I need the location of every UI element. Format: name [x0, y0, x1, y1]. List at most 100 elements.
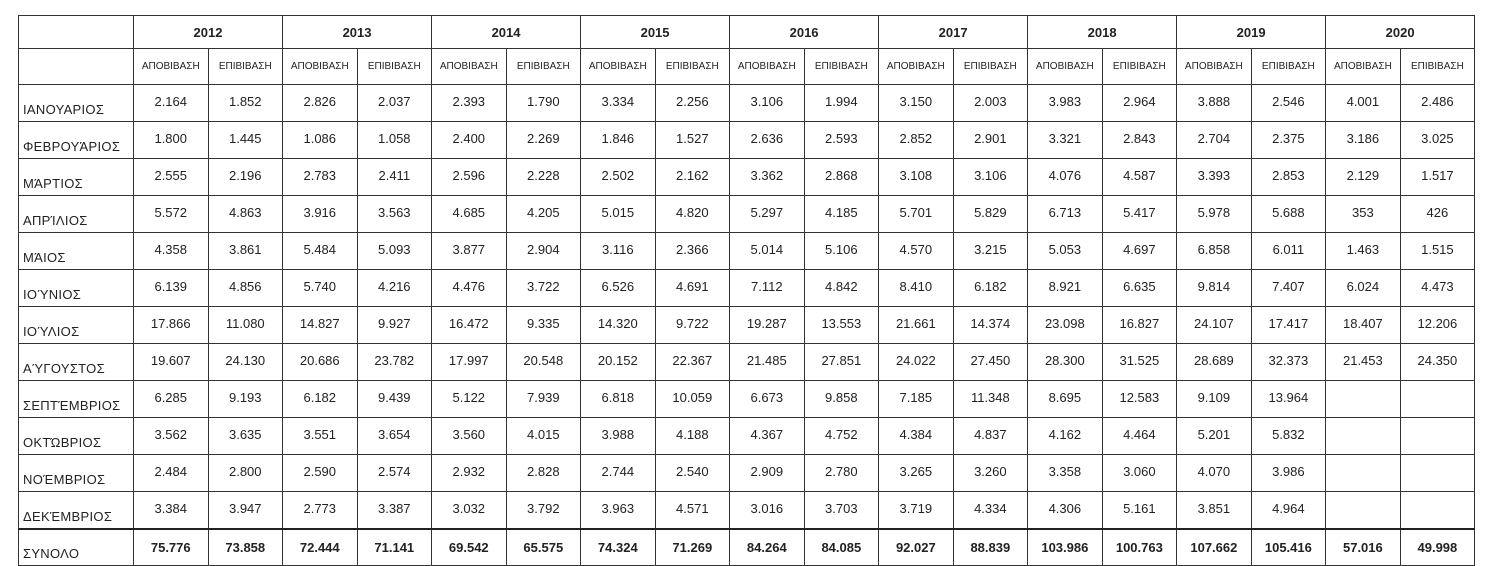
value-cell: 2.411	[356, 158, 433, 196]
column-header: ΕΠΙΒΙΒΑΣΗ	[952, 48, 1029, 85]
year-header: 2016	[729, 15, 880, 49]
value-cell: 71.141	[356, 528, 433, 566]
value-cell: 17.997	[431, 343, 507, 381]
value-cell: 8.695	[1027, 380, 1103, 418]
row-label: ΜΆΡΤΙΟΣ	[18, 158, 134, 196]
value-cell: 20.686	[282, 343, 358, 381]
corner-cell	[18, 48, 134, 85]
value-cell: 5.015	[580, 195, 656, 233]
value-cell: 353	[1325, 195, 1401, 233]
value-cell: 20.152	[580, 343, 656, 381]
value-cell: 21.661	[878, 306, 954, 344]
value-cell: 2.003	[952, 84, 1029, 122]
value-cell: 3.025	[1399, 121, 1476, 159]
empty-cell	[1399, 491, 1476, 530]
value-cell: 84.085	[803, 528, 880, 566]
value-cell: 3.150	[878, 84, 954, 122]
value-cell: 5.978	[1176, 195, 1252, 233]
value-cell: 5.701	[878, 195, 954, 233]
value-cell: 3.947	[207, 491, 284, 530]
value-cell: 3.635	[207, 417, 284, 455]
value-cell: 2.853	[1250, 158, 1327, 196]
column-header-row: ΑΠΟΒΙΒΑΣΗ ΕΠΙΒΙΒΑΣΗ ΑΠΟΒΙΒΑΣΗ ΕΠΙΒΙΒΑΣΗ ΑΠΟΒ…	[18, 48, 1476, 85]
value-cell: 1.994	[803, 84, 880, 122]
value-cell: 4.691	[654, 269, 731, 307]
value-cell: 4.185	[803, 195, 880, 233]
value-cell: 6.011	[1250, 232, 1327, 270]
empty-cell	[1325, 380, 1401, 418]
value-cell: 2.393	[431, 84, 507, 122]
value-cell: 9.814	[1176, 269, 1252, 307]
month-row: ΝΟΈΜΒΡΙΟΣ 2.484 2.800 2.590 2.574 2.932 2.828 2…	[18, 454, 1476, 492]
column-header: ΑΠΟΒΙΒΑΣΗ	[1176, 48, 1252, 85]
value-cell: 11.080	[207, 306, 284, 344]
value-cell: 100.763	[1101, 528, 1178, 566]
value-cell: 5.417	[1101, 195, 1178, 233]
column-header: ΕΠΙΒΙΒΑΣΗ	[1250, 48, 1327, 85]
value-cell: 2.828	[505, 454, 582, 492]
value-cell: 32.373	[1250, 343, 1327, 381]
row-label: ΑΎΓΟΥΣΤΟΣ	[18, 343, 134, 381]
value-cell: 2.256	[654, 84, 731, 122]
value-cell: 4.697	[1101, 232, 1178, 270]
year-header: 2012	[132, 15, 284, 49]
value-cell: 24.022	[878, 343, 954, 381]
year-header: 2015	[580, 15, 731, 49]
value-cell: 3.654	[356, 417, 433, 455]
value-cell: 3.016	[729, 491, 805, 530]
value-cell: 1.527	[654, 121, 731, 159]
value-cell: 19.607	[133, 343, 209, 381]
column-header: ΕΠΙΒΙΒΑΣΗ	[505, 48, 582, 85]
value-cell: 3.963	[580, 491, 656, 530]
value-cell: 24.107	[1176, 306, 1252, 344]
month-row: ΙΑΝΟΥΑΡΙΟΣ 2.164 1.852 2.826 2.037 2.393 1.790…	[18, 84, 1476, 122]
row-label: ΙΑΝΟΥΑΡΙΟΣ	[18, 84, 134, 122]
column-header: ΑΠΟΒΙΒΑΣΗ	[282, 48, 358, 85]
value-cell: 3.877	[431, 232, 507, 270]
value-cell: 3.703	[803, 491, 880, 530]
value-cell: 6.182	[282, 380, 358, 418]
value-cell: 1.445	[207, 121, 284, 159]
value-cell: 3.032	[431, 491, 507, 530]
value-cell: 2.574	[356, 454, 433, 492]
column-header: ΕΠΙΒΙΒΑΣΗ	[1399, 48, 1476, 85]
value-cell: 2.540	[654, 454, 731, 492]
value-cell: 9.193	[207, 380, 284, 418]
value-cell: 2.826	[282, 84, 358, 122]
month-row: ΙΟΎΝΙΟΣ 6.139 4.856 5.740 4.216 4.476 3.722 6.5…	[18, 269, 1476, 307]
value-cell: 14.320	[580, 306, 656, 344]
value-cell: 2.596	[431, 158, 507, 196]
row-label: ΝΟΈΜΒΡΙΟΣ	[18, 454, 134, 492]
value-cell: 8.921	[1027, 269, 1103, 307]
value-cell: 5.053	[1027, 232, 1103, 270]
row-label: ΔΕΚΈΜΒΡΙΟΣ	[18, 491, 134, 530]
value-cell: 19.287	[729, 306, 805, 344]
value-cell: 92.027	[878, 528, 954, 566]
value-cell: 2.904	[505, 232, 582, 270]
value-cell: 2.964	[1101, 84, 1178, 122]
value-cell: 6.818	[580, 380, 656, 418]
value-cell: 3.563	[356, 195, 433, 233]
value-cell: 2.375	[1250, 121, 1327, 159]
value-cell: 74.324	[580, 528, 656, 566]
value-cell: 3.851	[1176, 491, 1252, 530]
value-cell: 13.964	[1250, 380, 1327, 418]
value-cell: 3.106	[729, 84, 805, 122]
value-cell: 107.662	[1176, 528, 1252, 566]
value-cell: 2.486	[1399, 84, 1476, 122]
corner-cell	[18, 15, 134, 49]
value-cell: 4.587	[1101, 158, 1178, 196]
value-cell: 3.387	[356, 491, 433, 530]
value-cell: 3.983	[1027, 84, 1103, 122]
value-cell: 6.526	[580, 269, 656, 307]
value-cell: 5.484	[282, 232, 358, 270]
value-cell: 9.439	[356, 380, 433, 418]
value-cell: 3.358	[1027, 454, 1103, 492]
value-cell: 2.901	[952, 121, 1029, 159]
value-cell: 6.713	[1027, 195, 1103, 233]
row-label: ΙΟΎΝΙΟΣ	[18, 269, 134, 307]
value-cell: 73.858	[207, 528, 284, 566]
value-cell: 2.590	[282, 454, 358, 492]
value-cell: 2.502	[580, 158, 656, 196]
value-cell: 3.384	[133, 491, 209, 530]
